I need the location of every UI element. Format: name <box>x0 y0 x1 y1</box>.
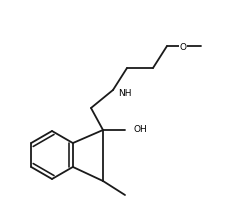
Text: O: O <box>180 43 186 51</box>
Text: NH: NH <box>118 89 131 97</box>
Text: OH: OH <box>133 125 147 135</box>
